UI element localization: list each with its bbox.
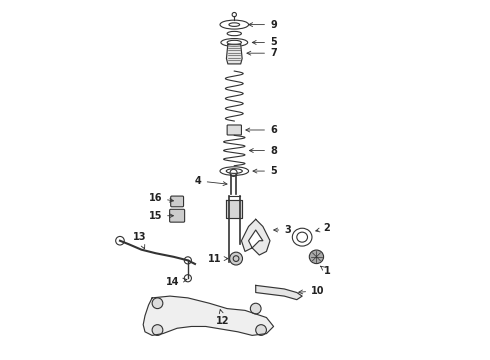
Text: 13: 13 [132,232,146,249]
Text: 12: 12 [217,310,230,326]
Text: 8: 8 [249,145,277,156]
Circle shape [250,303,261,314]
Text: 16: 16 [148,193,173,203]
FancyBboxPatch shape [227,125,242,135]
Text: 4: 4 [195,176,227,186]
Polygon shape [226,200,242,217]
FancyBboxPatch shape [171,196,184,207]
Polygon shape [242,219,270,255]
Text: 5: 5 [252,37,277,48]
Circle shape [230,252,243,265]
Circle shape [256,325,267,336]
Circle shape [152,298,163,309]
Ellipse shape [309,250,323,264]
Text: 15: 15 [148,211,173,221]
Text: 1: 1 [320,266,330,276]
Text: 6: 6 [246,125,277,135]
Text: 10: 10 [299,286,324,296]
Text: 11: 11 [207,253,228,264]
Text: 7: 7 [247,48,277,58]
Text: 2: 2 [316,223,330,233]
Polygon shape [226,44,242,64]
Text: 9: 9 [249,19,277,30]
Text: 5: 5 [253,166,277,176]
FancyBboxPatch shape [170,209,185,222]
Polygon shape [256,285,302,300]
Text: 14: 14 [167,277,187,287]
Text: 3: 3 [274,225,291,235]
Circle shape [152,325,163,336]
Polygon shape [143,296,273,336]
